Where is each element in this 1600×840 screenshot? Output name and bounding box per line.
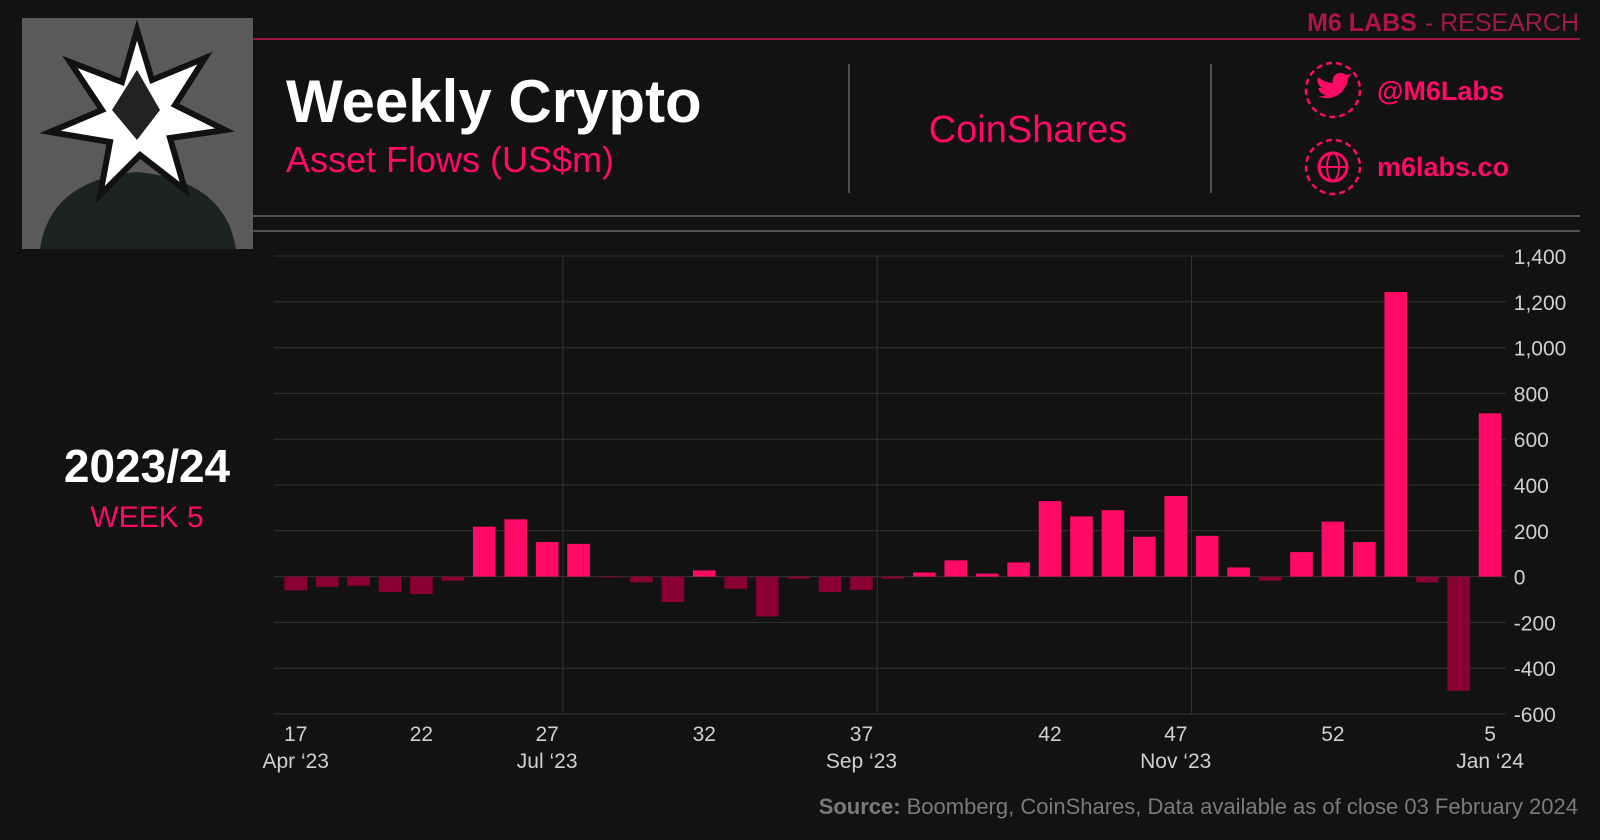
bar [315, 576, 339, 587]
partner-logo: CoinShares [929, 109, 1128, 151]
y-tick-label: 1,400 [1514, 246, 1567, 269]
bar [1133, 536, 1156, 577]
bar [1101, 510, 1125, 577]
bar [1164, 495, 1188, 577]
y-tick-label: 1,200 [1514, 292, 1567, 315]
bar [1384, 291, 1408, 577]
source-text: Boomberg, CoinShares, Data available as … [907, 794, 1578, 819]
x-month-label: Sep ‘23 [826, 750, 897, 773]
bar [724, 576, 748, 589]
bar [567, 543, 590, 577]
web-icon [1304, 138, 1362, 196]
bar [535, 542, 559, 577]
brand-line: M6 LABS - RESEARCH [1307, 9, 1579, 37]
y-tick-label: -600 [1514, 704, 1556, 727]
x-tick-label: 17 [284, 723, 307, 746]
bar [1227, 567, 1250, 577]
handle: @M6Labs [1377, 76, 1504, 106]
bar [1321, 521, 1345, 577]
bar [944, 560, 968, 577]
bar [378, 576, 402, 592]
y-tick-label: 0 [1514, 567, 1526, 590]
bar [818, 576, 842, 592]
x-month-label: Apr ‘23 [262, 750, 329, 773]
y-tick-label: 1,000 [1514, 338, 1567, 361]
x-month-label: Nov ‘23 [1140, 750, 1211, 773]
bar [1478, 413, 1502, 577]
x-tick-label: 32 [693, 723, 716, 746]
bar [661, 576, 685, 603]
brand-suffix: - RESEARCH [1425, 9, 1579, 37]
bar [504, 519, 528, 577]
bar [1070, 516, 1093, 577]
bar [1353, 542, 1376, 577]
subtitle: Asset Flows (US$m) [286, 139, 614, 180]
season-week: WEEK 5 [90, 501, 203, 534]
x-tick-label: 5 [1484, 723, 1496, 746]
bar [692, 570, 716, 577]
x-tick-label: 52 [1321, 723, 1344, 746]
x-tick-label: 27 [535, 723, 558, 746]
season-year: 2023/24 [64, 440, 231, 492]
website: m6labs.co [1377, 152, 1509, 182]
title: Weekly Crypto [286, 68, 702, 135]
bar [1195, 535, 1219, 577]
y-tick-label: -200 [1514, 612, 1556, 635]
bar [1007, 562, 1030, 577]
bar [1038, 501, 1062, 577]
bar [1290, 552, 1313, 577]
bar [755, 576, 779, 617]
y-tick-label: 600 [1514, 429, 1549, 452]
y-tick-label: 800 [1514, 383, 1549, 406]
x-month-label: Jan ‘24 [1456, 750, 1524, 773]
bar [1447, 576, 1470, 691]
y-tick-label: 200 [1514, 521, 1549, 544]
bar [881, 576, 905, 579]
y-tick-label: 400 [1514, 475, 1549, 498]
bar [787, 576, 810, 579]
bar [630, 576, 653, 583]
bar [410, 576, 433, 595]
source-label: Source: [819, 794, 901, 819]
bar [850, 576, 873, 590]
bar [975, 573, 999, 577]
avatar [22, 18, 253, 249]
bar [598, 576, 622, 578]
bar [1258, 576, 1282, 581]
bar [472, 526, 496, 577]
x-tick-label: 42 [1038, 723, 1061, 746]
brand: M6 LABS [1307, 9, 1417, 37]
bar [284, 576, 308, 591]
x-month-label: Jul ‘23 [517, 750, 578, 773]
x-tick-label: 22 [410, 723, 433, 746]
twitter-icon [1304, 61, 1362, 119]
y-tick-label: -400 [1514, 658, 1556, 681]
plot: -600 -400 -200 0 200 400 600 800 1,000 1,200 1,400… [262, 246, 1566, 773]
x-tick-label: 47 [1164, 723, 1187, 746]
x-tick-label: 37 [850, 723, 873, 746]
bar [913, 572, 936, 577]
bar [347, 576, 370, 586]
source: Source: Boomberg, CoinShares, Data availa… [819, 794, 1578, 819]
bar [1415, 576, 1439, 583]
bar [441, 576, 465, 581]
